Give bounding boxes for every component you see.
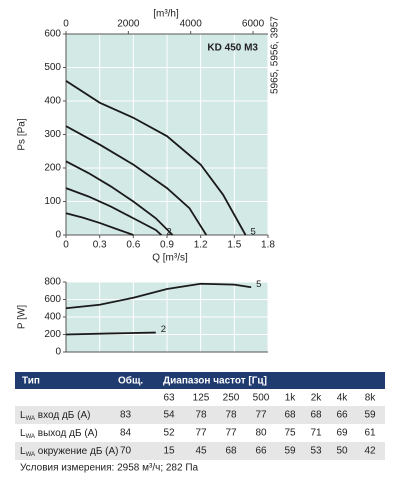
curve-label: 5 <box>251 227 256 238</box>
label-main: L <box>20 428 26 439</box>
cell: 69 <box>336 428 348 439</box>
curve <box>65 331 156 336</box>
band-label: 250 <box>223 393 240 404</box>
cell: 15 <box>163 446 175 457</box>
row-label: LWA вход дБ (A) <box>20 410 90 422</box>
x2-tick-label: 2000 <box>117 19 140 30</box>
label-sub: WA <box>26 416 35 422</box>
y-tick-label: 600 <box>44 29 61 40</box>
row-bg <box>15 442 385 460</box>
label-main: L <box>20 446 26 457</box>
cell: 53 <box>310 446 322 457</box>
label-rest: выход дБ (A) <box>35 428 98 439</box>
curve <box>65 187 162 236</box>
cell: 77 <box>225 428 237 439</box>
cell: 68 <box>310 410 322 421</box>
y-tick-label: 800 <box>44 277 61 288</box>
cell: 52 <box>163 428 175 439</box>
label-rest: вход дБ (A) <box>35 410 90 421</box>
cell: 66 <box>255 446 267 457</box>
y-tick-label: 400 <box>44 96 61 107</box>
x-tick-label: 1.8 <box>261 240 275 251</box>
curve <box>65 80 247 236</box>
x2-tick-label: 0 <box>63 19 69 30</box>
curve <box>65 282 252 310</box>
label-main: L <box>20 410 26 421</box>
footer: Условия измерения: 2958 м³/ч; 282 Па <box>20 463 199 474</box>
x2-tick-label: 4000 <box>180 19 203 30</box>
x-tick-label: 0 <box>63 240 69 251</box>
cell: 77 <box>255 410 267 421</box>
header-cell: Тип <box>22 376 40 387</box>
row-label: LWA окружение дБ (A) <box>20 446 119 458</box>
y-tick-label: 300 <box>44 129 61 140</box>
table-header <box>15 372 385 389</box>
curve-label: 2 <box>161 324 166 335</box>
x-tick-label: 1.5 <box>227 240 241 251</box>
y-tick-label: 0 <box>55 230 61 241</box>
note: 5965, 5956, 3957 <box>270 16 281 94</box>
cell: 59 <box>284 446 296 457</box>
cell: 80 <box>255 428 267 439</box>
cell: 71 <box>310 428 322 439</box>
y-label: P [W] <box>17 305 28 329</box>
x-tick-label: 0.3 <box>93 240 107 251</box>
cell: 42 <box>364 446 376 457</box>
x-tick-label: 0.6 <box>126 240 140 251</box>
label-sub: WA <box>26 452 35 458</box>
cell: 75 <box>284 428 296 439</box>
x2-label: [m³/h] <box>153 9 179 20</box>
cell: 68 <box>284 410 296 421</box>
label-rest: окружение дБ (A) <box>35 446 118 457</box>
x-tick-label: 1.2 <box>194 240 208 251</box>
cell: 84 <box>120 428 132 439</box>
cell: 61 <box>364 428 376 439</box>
header-cell: Общ. <box>118 375 143 387</box>
y-label: Ps [Pa] <box>17 118 28 150</box>
cell: 45 <box>195 446 207 457</box>
band-label: 4k <box>337 393 349 404</box>
band-label: 125 <box>193 393 210 404</box>
cell: 70 <box>120 446 132 457</box>
row-label: LWA выход дБ (A) <box>20 428 98 440</box>
y-tick-label: 500 <box>44 62 61 73</box>
row-bg <box>15 406 385 424</box>
cell: 68 <box>225 446 237 457</box>
cell: 59 <box>364 410 376 421</box>
x2-tick-label: 6000 <box>242 19 265 30</box>
label-sub: WA <box>26 434 35 440</box>
cell: 50 <box>336 446 348 457</box>
band-label: 500 <box>253 393 270 404</box>
band-label: 2k <box>311 393 323 404</box>
cell: 78 <box>225 410 237 421</box>
cell: 83 <box>120 410 132 421</box>
y-tick-label: 400 <box>44 312 61 323</box>
x-tick-label: 0.9 <box>160 240 174 251</box>
curve-label: 5 <box>256 279 261 290</box>
cell: 78 <box>195 410 207 421</box>
y-tick-label: 100 <box>44 196 61 207</box>
band-label: 63 <box>163 393 175 404</box>
y-tick-label: 200 <box>44 329 61 340</box>
band-label: 1k <box>285 393 297 404</box>
curve <box>65 125 208 236</box>
x-label: Q [m³/s] <box>152 253 188 264</box>
chart-title: KD 450 M3 <box>207 43 258 54</box>
curve <box>65 212 134 236</box>
band-label: 8k <box>365 393 377 404</box>
y-tick-label: 200 <box>44 163 61 174</box>
y-tick-label: 0 <box>55 347 61 358</box>
header-cell: Диапазон частот [Гц] <box>163 376 267 387</box>
cell: 54 <box>163 410 175 421</box>
cell: 77 <box>195 428 207 439</box>
cell: 66 <box>336 410 348 421</box>
y-tick-label: 600 <box>44 294 61 305</box>
curve <box>65 160 174 236</box>
